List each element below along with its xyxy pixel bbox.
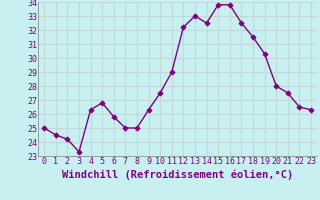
X-axis label: Windchill (Refroidissement éolien,°C): Windchill (Refroidissement éolien,°C): [62, 169, 293, 180]
